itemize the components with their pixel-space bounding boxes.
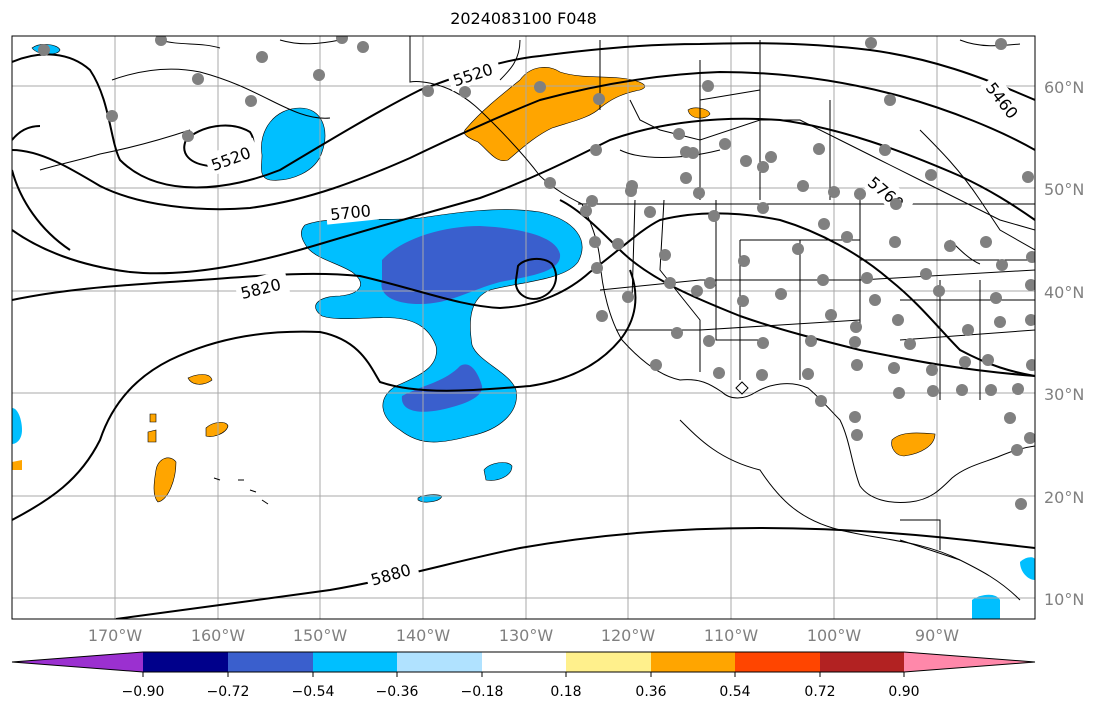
lon-label-130w: 130°W <box>499 626 554 645</box>
contour-label-5700: 5700 <box>329 201 371 224</box>
colorbar-tick-label: −0.54 <box>292 684 335 700</box>
lon-label-110w: 110°W <box>704 626 759 645</box>
graticule <box>12 36 1035 619</box>
lat-label-30n: 30°N <box>1044 385 1084 404</box>
height-contours <box>12 42 1035 619</box>
colorbar-tick-label: −0.90 <box>122 684 165 700</box>
colorbar: −0.90 −0.72 −0.54 −0.36 −0.18 0.18 0.36 … <box>11 651 1036 700</box>
colorbar-segment <box>820 652 904 672</box>
colorbar-tick-label: 0.18 <box>550 684 581 700</box>
colorbar-min-extend <box>12 652 143 672</box>
colorbar-tick-label: 0.36 <box>635 684 666 700</box>
latitude-labels: 60°N 50°N 40°N 30°N 20°N 10°N <box>1044 78 1084 609</box>
lon-label-160w: 160°W <box>191 626 246 645</box>
lat-label-10n: 10°N <box>1044 590 1084 609</box>
colorbar-segment <box>143 652 228 672</box>
lat-label-40n: 40°N <box>1044 283 1084 302</box>
contour-labels: 5520 5520 5460 5700 5760 5820 5880 <box>203 54 1029 591</box>
colorbar-segment <box>566 652 651 672</box>
station-markers <box>38 36 1035 510</box>
shaded-anomaly-fields <box>12 44 1035 619</box>
colorbar-segment <box>313 652 397 672</box>
colorbar-tick-label: 0.90 <box>888 684 919 700</box>
colorbar-tick-label: −0.72 <box>207 684 250 700</box>
lon-label-90w: 90°W <box>915 626 959 645</box>
lat-label-20n: 20°N <box>1044 488 1084 507</box>
lon-label-150w: 150°W <box>293 626 348 645</box>
lon-label-120w: 120°W <box>601 626 656 645</box>
map-title: 2024083100 F048 <box>450 9 597 28</box>
colorbar-max-extend <box>904 652 1035 672</box>
lon-label-100w: 100°W <box>807 626 862 645</box>
colorbar-segment <box>228 652 313 672</box>
lon-label-140w: 140°W <box>396 626 451 645</box>
colorbar-tick-label: 0.72 <box>804 684 835 700</box>
colorbar-tick-label: 0.54 <box>719 684 750 700</box>
map-panel: 5520 5520 5460 5700 5760 5820 5880 <box>12 36 1035 619</box>
colorbar-segment <box>651 652 735 672</box>
negative-anomaly-alaska <box>261 107 326 181</box>
lat-label-60n: 60°N <box>1044 78 1084 97</box>
lat-label-50n: 50°N <box>1044 180 1084 199</box>
lon-label-170w: 170°W <box>88 626 143 645</box>
colorbar-segment <box>397 652 482 672</box>
colorbar-segment <box>482 652 566 672</box>
map-frame <box>11 35 1036 620</box>
longitude-labels: 170°W 160°W 150°W 140°W 130°W 120°W 110°… <box>88 626 959 645</box>
colorbar-segment <box>735 652 820 672</box>
colorbar-tick-label: −0.36 <box>376 684 419 700</box>
colorbar-tick-label: −0.18 <box>461 684 504 700</box>
